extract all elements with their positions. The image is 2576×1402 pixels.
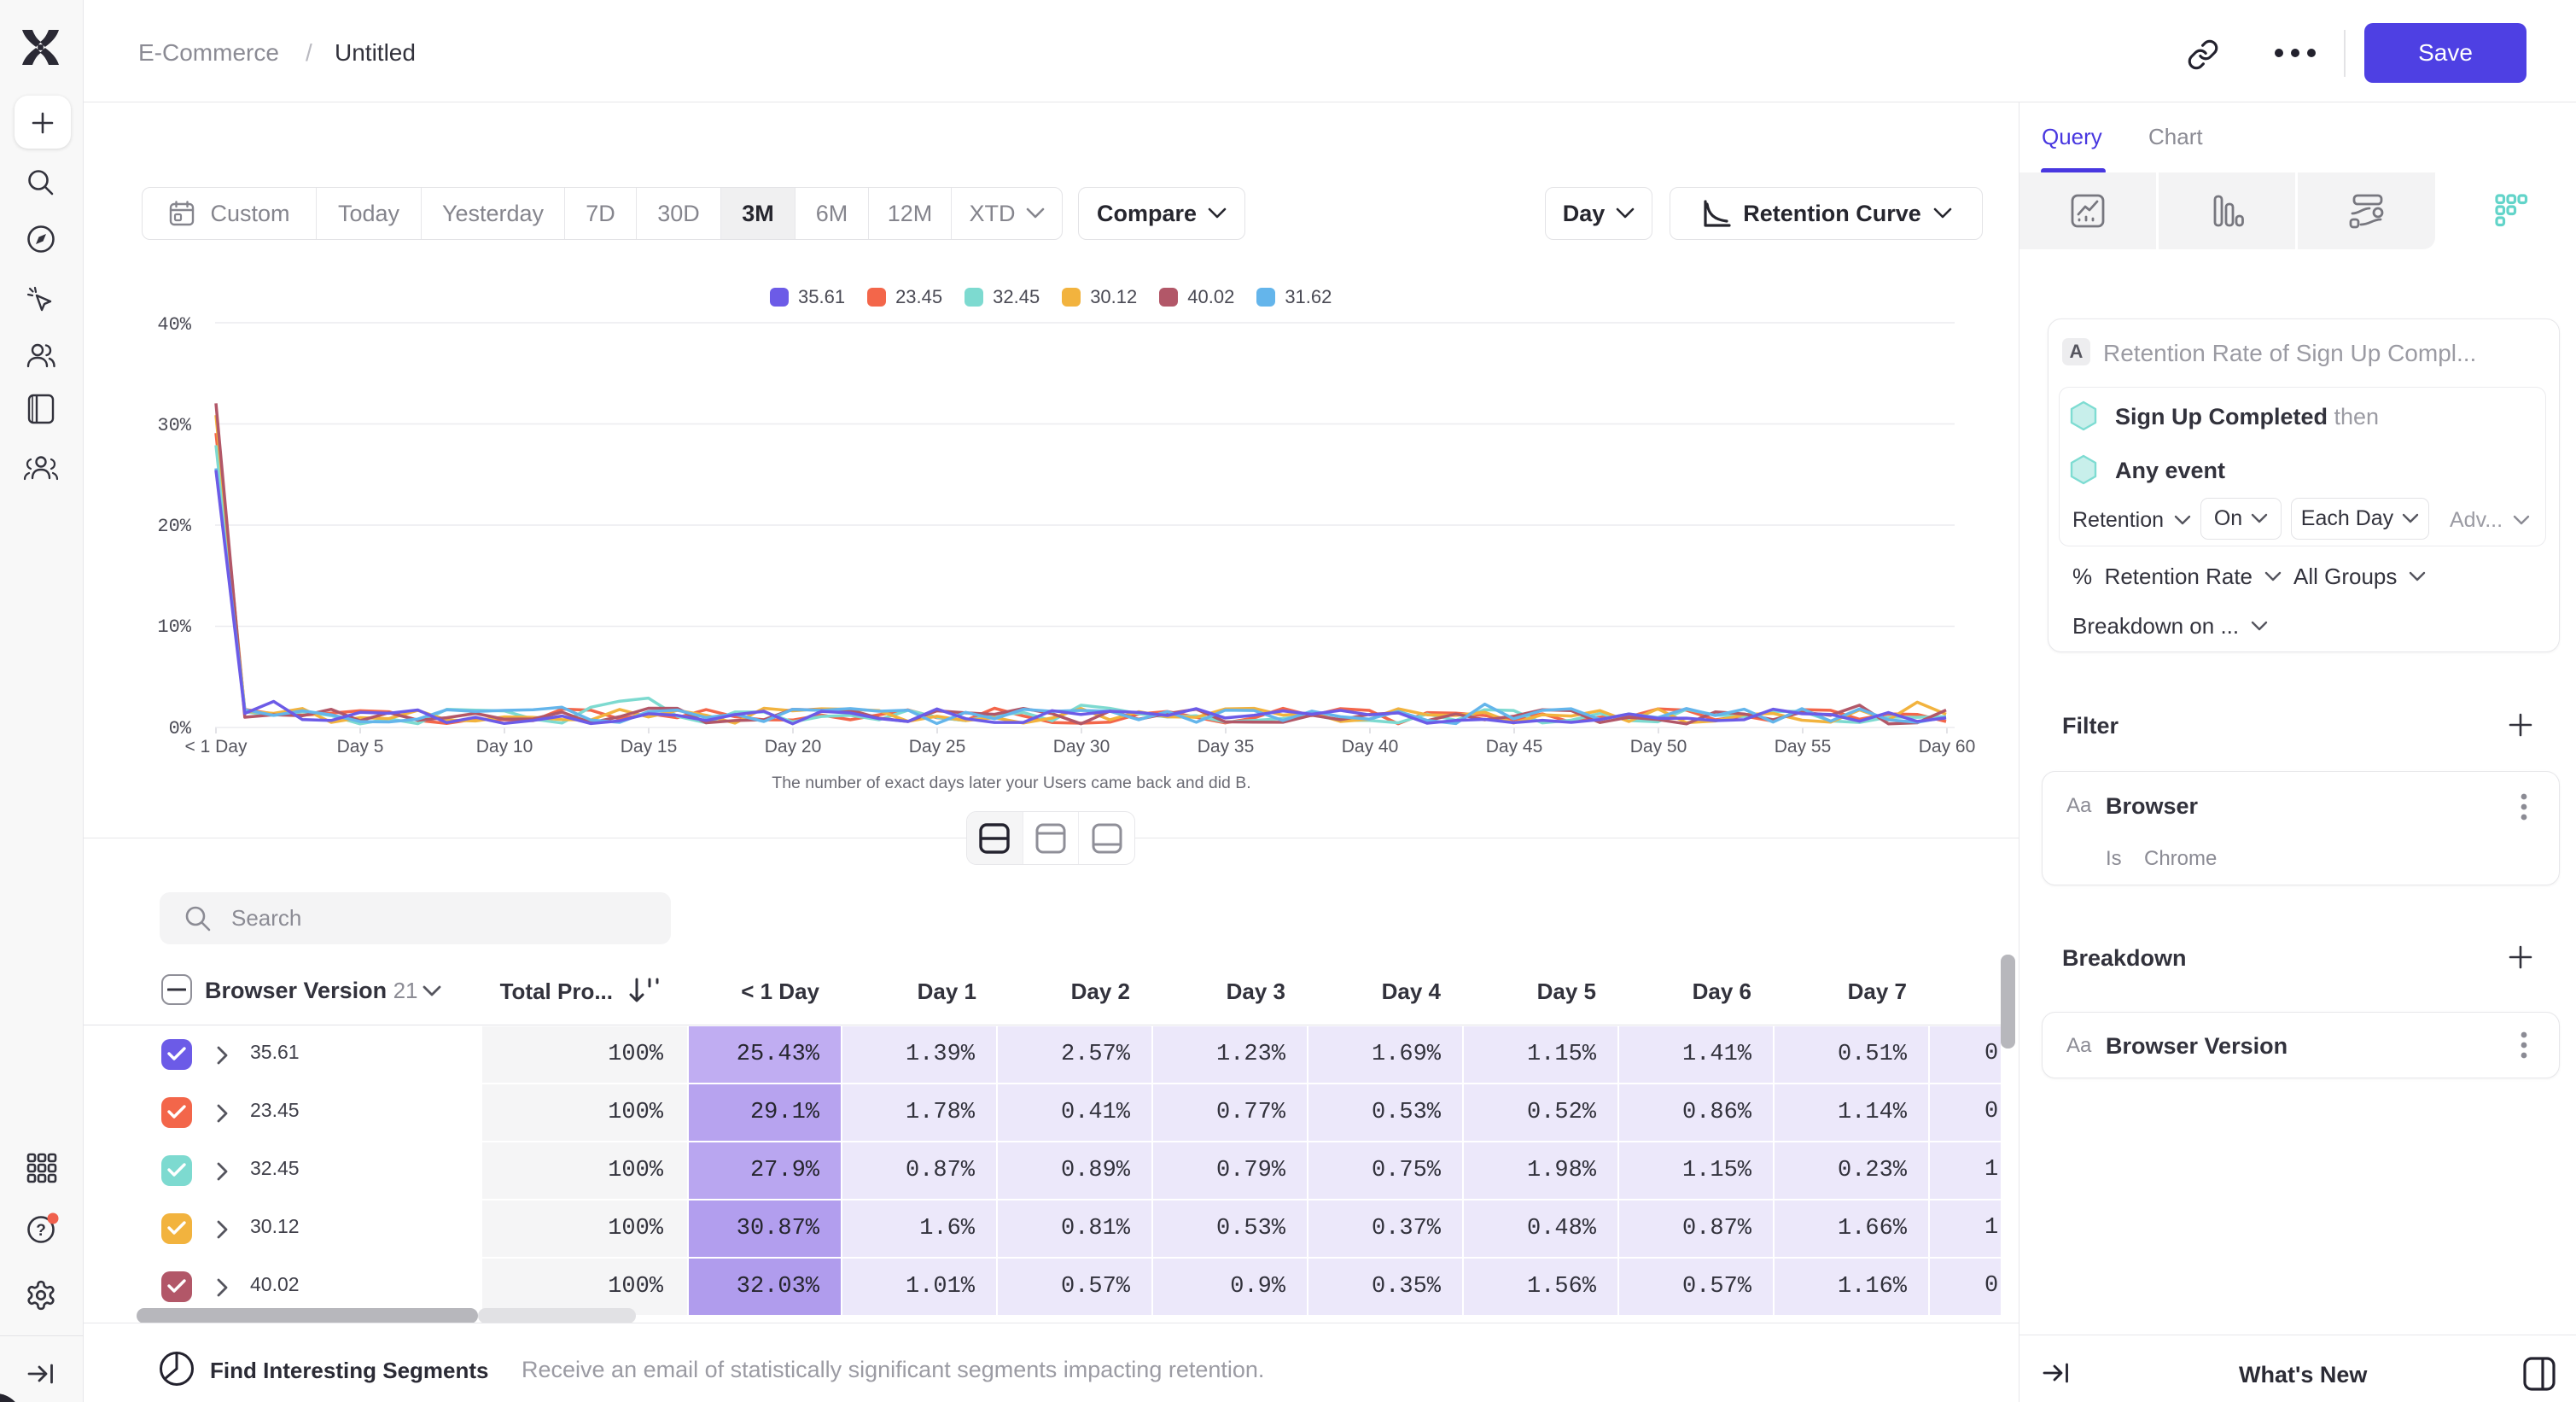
svg-text:< 1 Day: < 1 Day [185,737,248,756]
svg-text:40%: 40% [157,314,191,336]
svg-text:Day 15: Day 15 [621,737,678,756]
svg-text:Day 20: Day 20 [765,737,822,756]
svg-text:20%: 20% [157,516,191,537]
svg-text:Day 25: Day 25 [909,737,966,756]
svg-text:30%: 30% [157,415,191,436]
svg-text:Day 5: Day 5 [337,737,384,756]
svg-text:?: ? [36,1222,46,1240]
svg-text:0%: 0% [169,718,192,739]
svg-text:Day 10: Day 10 [476,737,533,756]
svg-text:Day 40: Day 40 [1342,737,1399,756]
svg-text:Day 35: Day 35 [1198,737,1255,756]
svg-text:Day 55: Day 55 [1775,737,1832,756]
svg-text:10%: 10% [157,616,191,638]
svg-text:Day 60: Day 60 [1919,737,1976,756]
svg-text:The number of exact days later: The number of exact days later your User… [772,774,1250,792]
svg-text:Day 45: Day 45 [1486,737,1543,756]
svg-text:Day 30: Day 30 [1053,737,1110,756]
svg-text:Day 50: Day 50 [1630,737,1687,756]
